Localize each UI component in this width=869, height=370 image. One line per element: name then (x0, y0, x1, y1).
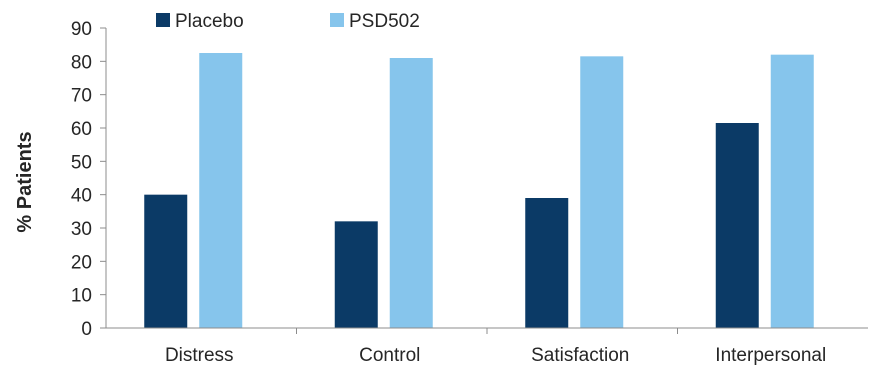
y-tick-label: 20 (71, 252, 92, 273)
y-axis-title: % Patients (14, 131, 36, 232)
x-axis: Distress Control Satisfaction Interpersonal (106, 327, 868, 366)
y-tick-label: 50 (71, 152, 92, 173)
y-tick-label: 0 (81, 319, 92, 340)
bar-placebo-satisfaction (525, 198, 569, 328)
legend-label-psd502: PSD502 (349, 11, 420, 32)
bar-placebo-distress (144, 194, 188, 328)
legend-swatch-psd502 (330, 13, 344, 27)
bar-placebo-control (334, 221, 378, 328)
legend-swatch-placebo (156, 13, 170, 27)
y-tick-label: 30 (71, 219, 92, 240)
bar-psd502-satisfaction (580, 56, 624, 328)
y-tick-label: 40 (71, 186, 92, 207)
y-tick-label: 90 (71, 19, 92, 40)
y-tick-label: 70 (71, 86, 92, 107)
legend-label-placebo: Placebo (175, 11, 244, 32)
bar-psd502-interpersonal (770, 54, 814, 329)
bars (144, 53, 814, 329)
y-tick-label: 60 (71, 119, 92, 140)
y-axis: 0 10 20 30 40 50 60 70 80 90 (71, 19, 107, 340)
bar-placebo-interpersonal (715, 123, 759, 328)
bar-psd502-distress (199, 53, 243, 328)
y-tick-label: 10 (71, 286, 92, 307)
legend: Placebo PSD502 (156, 11, 420, 32)
x-tick-label: Distress (165, 345, 234, 366)
x-tick-label: Control (359, 345, 420, 366)
y-tick-label: 80 (71, 52, 92, 73)
x-tick-label: Interpersonal (715, 345, 826, 366)
x-tick-label: Satisfaction (531, 345, 629, 366)
bar-psd502-control (389, 58, 433, 328)
